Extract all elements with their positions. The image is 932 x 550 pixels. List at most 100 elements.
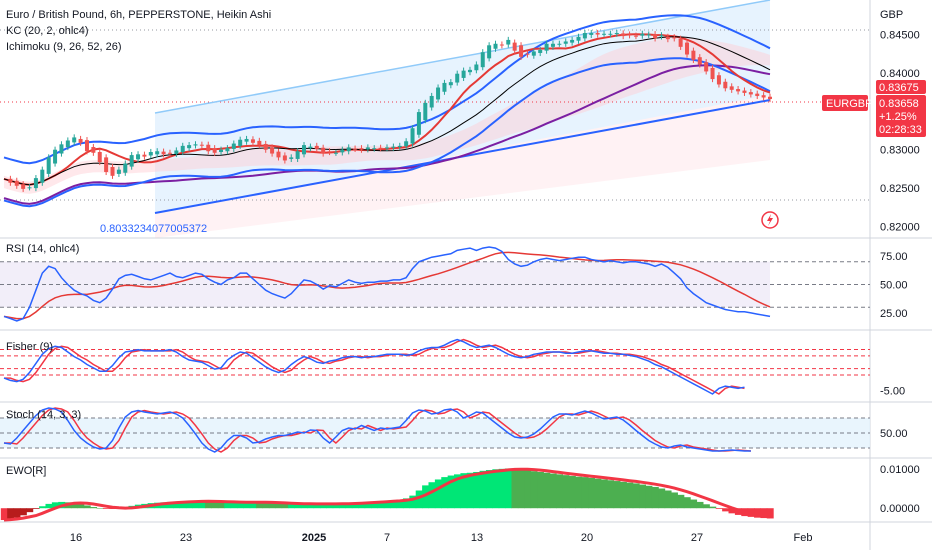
ewo-bar	[377, 501, 385, 509]
candle-body	[646, 34, 651, 36]
ewo-bar	[45, 503, 53, 509]
candle-body	[193, 144, 198, 146]
ewo-bar	[409, 495, 417, 509]
ichimoku-cloud	[4, 37, 770, 194]
time-tick-label: 2025	[302, 532, 326, 544]
indicator-kc-label[interactable]: KC (20, 2, ohlc4)	[6, 25, 89, 37]
candle-body	[423, 102, 428, 121]
candle-body	[391, 146, 396, 148]
ewo-bar	[71, 503, 78, 509]
price-tick-label: 0.83000	[880, 145, 920, 157]
ewo-bar	[415, 490, 423, 509]
candle-body	[723, 81, 728, 89]
candle-body	[742, 90, 747, 93]
symbol-tag-text: EURGBP	[826, 98, 872, 110]
candle-body	[359, 148, 364, 150]
ewo-bar	[90, 507, 98, 509]
ewo-bar	[371, 501, 378, 509]
ewo-bar	[511, 468, 519, 509]
candle-body	[608, 33, 613, 35]
candle-body	[474, 64, 479, 71]
ewo-bar	[626, 482, 634, 509]
candle-body	[33, 178, 38, 189]
change-text: +1.25%	[879, 111, 917, 123]
candle-body	[410, 128, 415, 144]
candle-body	[621, 33, 626, 37]
candle-body	[27, 187, 32, 189]
ewo-bar	[760, 508, 768, 519]
candle-body	[404, 141, 409, 147]
candle-body	[212, 148, 217, 153]
upper-price-tag-text: 0.83675	[879, 82, 919, 94]
ewo-bar	[339, 503, 347, 509]
rsi-label[interactable]: RSI (14, ohlc4)	[6, 243, 79, 255]
ewo-bar	[211, 501, 219, 509]
lightning-icon[interactable]	[761, 211, 779, 229]
candle-body	[761, 95, 766, 98]
candle-body	[602, 33, 607, 35]
ewo-label[interactable]: EWO[R]	[6, 465, 46, 477]
ewo-bar	[192, 501, 200, 509]
candle-body	[161, 151, 166, 155]
time-tick-label: 7	[384, 532, 390, 544]
time-tick-label: 23	[180, 532, 192, 544]
candle-body	[570, 39, 575, 43]
kc-lower-line	[3, 57, 771, 208]
fisher-label[interactable]: Fisher (9)	[6, 341, 53, 353]
ewo-bar	[13, 508, 21, 518]
candle-body	[557, 43, 562, 45]
ewo-bar	[690, 499, 698, 509]
stoch-k-line	[3, 407, 751, 453]
candle-body	[755, 93, 760, 96]
candle-body	[455, 73, 460, 83]
currency-label: GBP	[880, 9, 903, 21]
candle-body	[314, 145, 319, 149]
stoch-panel	[0, 407, 870, 453]
candle-body	[429, 95, 434, 108]
ewo-bar	[307, 503, 315, 509]
ewo-tick-label: 0.01000	[880, 464, 920, 476]
candle-body	[97, 152, 102, 162]
candle-body	[627, 34, 632, 36]
ewo-bar	[568, 475, 576, 509]
ewo-bar	[613, 481, 621, 509]
ewo-bar	[543, 472, 551, 509]
ewo-bar	[562, 475, 570, 509]
candle-body	[397, 145, 402, 148]
candle-body	[519, 45, 524, 57]
candle-body	[346, 147, 351, 152]
ewo-bar	[217, 502, 225, 509]
stoch-label[interactable]: Stoch (14, 3, 3)	[6, 409, 81, 421]
axes: 0.845000.840000.835000.830000.825000.820…	[70, 30, 920, 544]
candle-body	[633, 35, 638, 37]
candle-body	[768, 96, 772, 100]
ewo-bar	[492, 469, 500, 509]
candle-body	[206, 144, 211, 152]
ewo-bar	[447, 475, 455, 509]
ewo-tick-label: 0.00000	[880, 503, 920, 515]
candle-body	[21, 184, 26, 189]
ewo-bar	[51, 502, 59, 509]
time-tick-label: 27	[691, 532, 703, 544]
ewo-bar	[173, 501, 181, 509]
candle-body	[748, 92, 753, 95]
ewo-bar	[332, 503, 340, 509]
candle-body	[704, 62, 709, 72]
candle-body	[461, 70, 466, 78]
ewo-bar	[683, 497, 691, 509]
candle-body	[340, 149, 345, 153]
candle-body	[244, 138, 249, 142]
upper-price-tag	[876, 80, 926, 94]
ewo-bar	[607, 480, 615, 509]
candle-body	[550, 43, 555, 47]
ewo-bar	[575, 476, 583, 509]
candle-body	[321, 147, 326, 154]
ewo-signal-line	[3, 467, 771, 522]
candle-body	[84, 140, 89, 152]
candle-body	[72, 137, 77, 143]
ewo-bar	[505, 468, 512, 509]
indicator-ichimoku-label[interactable]: Ichimoku (9, 26, 52, 26)	[6, 41, 122, 53]
ewo-bar	[185, 501, 193, 509]
price-panel	[0, 0, 870, 238]
